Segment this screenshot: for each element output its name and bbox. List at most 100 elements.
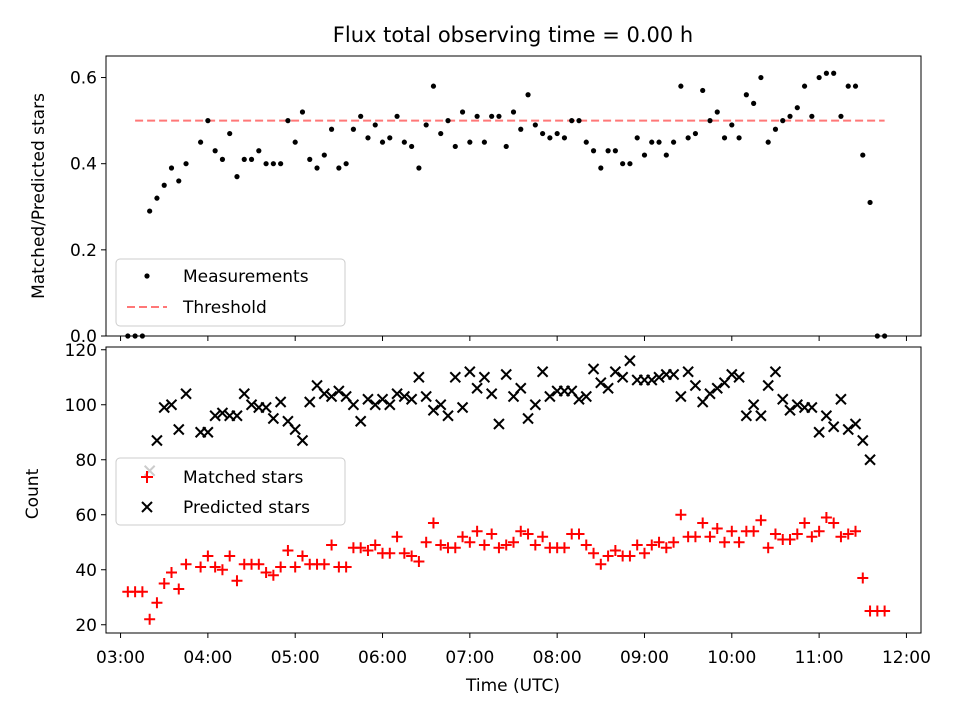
predicted-star-point	[827, 421, 840, 433]
predicted-x-b	[573, 393, 585, 405]
predicted-x-b	[435, 399, 447, 411]
matched-star-point	[791, 528, 803, 540]
matched-star-point	[195, 561, 207, 573]
predicted-star-point	[384, 399, 396, 411]
predicted-star-point	[529, 399, 542, 411]
predicted-star-point	[813, 426, 825, 438]
matched-star-point	[260, 567, 272, 578]
top-plot-frame	[105, 55, 922, 337]
measurement-point	[147, 208, 153, 214]
predicted-star-point	[485, 388, 498, 400]
predicted-star-point	[653, 371, 665, 383]
measurement-point	[678, 83, 684, 89]
measurement-point	[248, 156, 255, 162]
matched-star-point	[588, 547, 600, 559]
predicted-star-point	[682, 366, 694, 378]
measurement-point	[831, 70, 837, 76]
measurement-point	[219, 156, 226, 162]
measurement-point	[634, 135, 640, 141]
measurement-point	[765, 139, 771, 145]
matched-star-point	[427, 517, 439, 529]
measurement-point	[721, 135, 728, 141]
measurement-point	[707, 118, 713, 124]
predicted-star-point	[624, 355, 636, 367]
bottom-y-tick-label: 40	[75, 561, 97, 581]
predicted-x-b	[464, 366, 476, 378]
matched-star-point	[384, 547, 396, 559]
matched-star-point	[457, 531, 469, 543]
predicted-x-b	[427, 404, 440, 416]
measurement-point	[867, 199, 873, 206]
predicted-x-b	[711, 382, 723, 394]
predicted-star-point	[471, 382, 483, 394]
predicted-x-b	[391, 388, 403, 400]
matched-star-point	[638, 547, 650, 559]
predicted-x-b	[857, 434, 869, 447]
measurement-point	[401, 139, 407, 145]
measurement-point	[627, 161, 633, 167]
predicted-x-b	[282, 415, 294, 427]
measurement-point	[598, 165, 604, 171]
predicted-x-b	[238, 388, 250, 400]
x-axis-label: Time (UTC)	[465, 676, 560, 696]
measurement-point	[503, 143, 509, 150]
predicted-star-point	[842, 423, 854, 436]
measurement-point	[256, 148, 262, 154]
matched-star-point	[493, 542, 505, 554]
predicted-x-b	[202, 426, 214, 438]
predicted-x-b	[296, 434, 309, 447]
measurement-point	[299, 109, 306, 115]
matched-star-point	[282, 545, 294, 556]
predicted-star-point	[267, 412, 280, 425]
bottom-data-marks	[122, 355, 891, 625]
predicted-x-b	[580, 390, 592, 403]
predicted-star-point	[820, 410, 833, 422]
predicted-x-b	[274, 396, 287, 408]
matched-star-point	[522, 528, 534, 540]
predicted-star-point	[544, 390, 556, 403]
predicted-star-point	[202, 426, 214, 438]
measurement-point	[845, 83, 851, 89]
predicted-x-b	[165, 399, 178, 411]
matched-star-point	[769, 528, 781, 540]
measurement-point	[285, 118, 291, 124]
measurement-point	[278, 161, 284, 167]
matched-star-point	[595, 558, 607, 570]
measurement-point	[481, 139, 487, 145]
predicted-x-b	[704, 388, 716, 400]
matched-star-point	[253, 558, 265, 570]
matched-star-point	[668, 536, 680, 548]
predicted-star-point	[449, 371, 461, 383]
predicted-star-point	[238, 388, 250, 400]
predicted-star-point	[398, 390, 411, 403]
measurement-point	[445, 118, 451, 124]
measurement-point	[197, 139, 204, 145]
predicted-star-point	[791, 399, 804, 411]
matched-star-point	[471, 525, 483, 537]
measurement-point	[321, 152, 327, 158]
measurement-point	[590, 148, 597, 154]
predicted-x-b	[369, 399, 381, 411]
matched-star-point	[165, 567, 177, 578]
matched-star-point	[158, 578, 170, 589]
predicted-x-b	[820, 410, 833, 422]
measurement-point	[212, 148, 218, 154]
predicted-x-b	[231, 410, 243, 422]
predicted-x-b	[653, 371, 665, 383]
predicted-star-point	[296, 434, 309, 447]
predicted-x-b	[777, 393, 789, 405]
matched-star-point	[369, 539, 381, 551]
measurement-point	[314, 165, 320, 171]
measurement-point	[467, 139, 473, 145]
matched-star-point	[558, 542, 570, 554]
predicted-star-point	[849, 418, 862, 430]
measurement-point	[852, 83, 859, 89]
predicted-star-point	[573, 393, 585, 405]
predicted-star-point	[347, 399, 360, 411]
measurement-point	[620, 161, 626, 167]
predicted-star-point	[689, 379, 702, 392]
matched-star-point	[289, 561, 301, 573]
x-tick-label: 03:00	[96, 648, 145, 668]
predicted-x-b	[158, 401, 170, 414]
measurement-point	[656, 139, 662, 145]
